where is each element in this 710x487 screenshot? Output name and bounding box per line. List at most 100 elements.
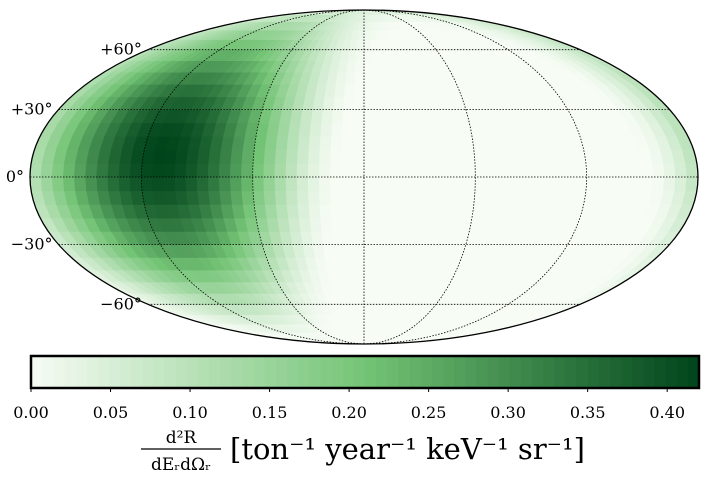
heatmap-cell [407, 162, 421, 178]
colorbar-step [654, 356, 667, 388]
colorbar-step [598, 356, 611, 388]
heatmap-cell [353, 109, 365, 124]
heatmap-cell [596, 162, 610, 178]
heatmap-cell [349, 39, 359, 51]
colorbar-step [342, 356, 355, 388]
heatmap-cell [345, 269, 356, 283]
heatmap-cell [219, 149, 233, 164]
heatmap-cell [319, 203, 333, 219]
heatmap-cell [140, 162, 154, 178]
heatmap-cell [308, 203, 322, 219]
heatmap-cell [358, 323, 365, 333]
heatmap-cell [407, 190, 420, 205]
heatmap-cell [383, 244, 395, 258]
heatmap-cell [319, 135, 333, 151]
heatmap-cell [330, 203, 343, 219]
heatmap-cell [652, 162, 666, 178]
heatmap-cell [342, 230, 355, 245]
heatmap-cell [208, 190, 222, 205]
heatmap-cell [241, 176, 254, 192]
heatmap-cell [396, 149, 409, 164]
colorbar-step [186, 356, 199, 388]
heatmap-cell [263, 149, 277, 164]
heatmap-cell [507, 176, 521, 192]
colorbar-step [643, 356, 656, 388]
heatmap-cell [363, 71, 374, 85]
colorbar-step [209, 356, 221, 388]
colorbar-step [108, 356, 121, 388]
heatmap-cell [383, 96, 395, 110]
heatmap-cell [343, 244, 355, 258]
sky-map [29, 9, 699, 345]
heatmap-cell [341, 203, 354, 219]
heatmap-cell [363, 49, 373, 62]
heatmap-cell [530, 176, 543, 192]
heatmap-cell [129, 176, 143, 192]
heatmap-cell [629, 162, 643, 178]
heatmap-cell [629, 176, 643, 192]
heatmap-cell [363, 149, 376, 164]
colorbar-tick-label: 0.15 [252, 403, 288, 422]
heatmap-cell [320, 122, 333, 137]
colorbar-step [164, 356, 177, 388]
heatmap-cell [341, 162, 354, 178]
heatmap-cell [331, 109, 345, 124]
heatmap-cell [275, 203, 289, 219]
heatmap-cell [462, 149, 476, 164]
heatmap-cell [287, 122, 302, 137]
heatmap-cell [174, 162, 187, 178]
heatmap-cell [263, 162, 276, 178]
heatmap-cell [640, 162, 654, 178]
colorbar-step [543, 356, 555, 388]
heatmap-cell [30, 162, 43, 178]
heatmap-cell [374, 149, 387, 164]
heatmap-cell [419, 162, 432, 178]
heatmap-cell [218, 162, 232, 178]
heatmap-cell [385, 176, 398, 192]
heatmap-cell [62, 162, 76, 178]
heatmap-cell [354, 269, 365, 283]
heatmap-cell [352, 162, 365, 178]
heatmap-cell [363, 135, 376, 151]
heatmap-cell [62, 176, 76, 192]
heatmap-cell [309, 122, 323, 137]
heatmap-cell [518, 176, 532, 192]
heatmap-cell [307, 162, 321, 178]
heatmap-cell [51, 162, 65, 178]
heatmap-cell [274, 149, 288, 164]
heatmap-cell [197, 190, 211, 205]
heatmap-cell [495, 190, 509, 205]
heatmap-cell [40, 162, 54, 178]
latitude-label: −30° [11, 235, 53, 254]
colorbar-step [520, 356, 533, 388]
colorbar-step [53, 356, 65, 388]
heatmap-cell [321, 109, 334, 124]
heatmap-cell [352, 149, 365, 164]
heatmap-cell [372, 269, 383, 283]
heatmap-cell [346, 281, 357, 294]
heatmap-cell [395, 217, 408, 232]
heatmap-cell [395, 122, 408, 137]
heatmap-cell [196, 162, 210, 178]
heatmap-cell [363, 281, 374, 294]
heatmap-cell [496, 176, 510, 192]
colorbar-step [75, 356, 88, 388]
heatmap-cell [363, 190, 376, 205]
heatmap-cell [596, 176, 610, 192]
heatmap-cell [152, 176, 165, 192]
heatmap-cell [474, 162, 487, 178]
heatmap-cell [385, 203, 398, 219]
heatmap-cell [354, 71, 365, 85]
heatmap-cell [345, 71, 356, 85]
heatmap-cell [319, 162, 332, 178]
heatmap-cell [484, 190, 498, 205]
heatmap-cell [517, 149, 531, 164]
heatmap-cell [74, 176, 88, 192]
heatmap-cell [541, 162, 554, 178]
colorbar: 0.00 0.05 0.10 0.15 0.20 0.25 0.30 0.35 0.40 [13, 354, 701, 422]
heatmap-cell [353, 230, 365, 245]
heatmap-cell [296, 162, 309, 178]
colorbar-tick-label: 0.10 [172, 403, 208, 422]
heatmap-cell [330, 190, 343, 205]
heatmap-cell [429, 149, 443, 164]
